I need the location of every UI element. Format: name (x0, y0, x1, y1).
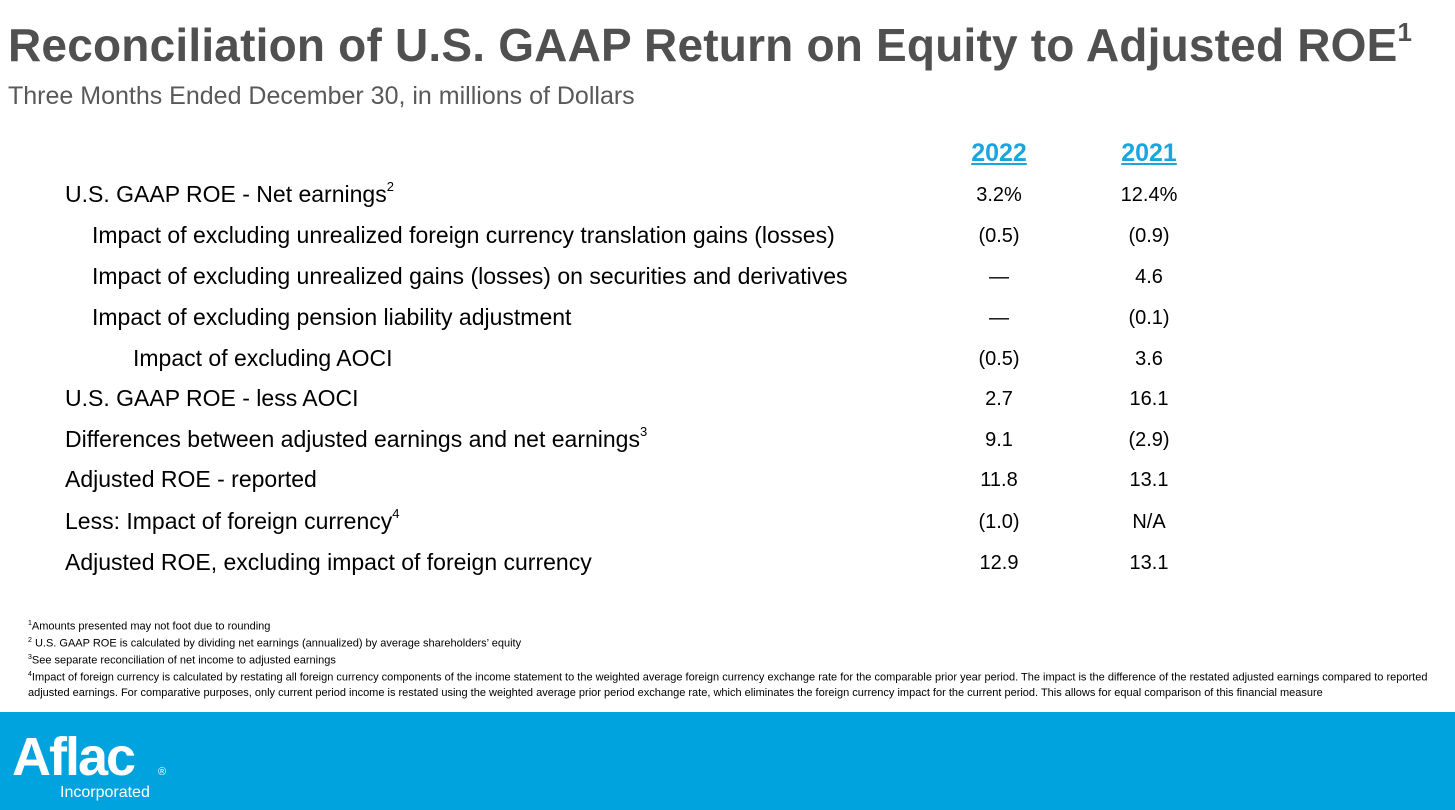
value-2021: 16.1 (1129, 388, 1169, 410)
column-header-2022: 2022 (971, 139, 1027, 167)
page-title: Reconciliation of U.S. GAAP Return on Eq… (8, 16, 1413, 72)
value-2021: (2.9) (1128, 429, 1170, 451)
footer-bar: Aflac ® Incorporated (0, 712, 1455, 810)
table-row: Impact of excluding unrealized foreign c… (0, 222, 1455, 260)
value-2021: 13.1 (1129, 552, 1169, 574)
value-2021: N/A (1132, 511, 1166, 533)
table-row: Adjusted ROE - reported 11.8 13.1 (0, 466, 1455, 504)
footnotes: 1Amounts presented may not foot due to r… (28, 617, 1428, 700)
value-2021: 3.6 (1135, 348, 1163, 370)
page-subtitle: Three Months Ended December 30, in milli… (8, 82, 635, 110)
table-row: U.S. GAAP ROE - less AOCI 2.7 16.1 (0, 385, 1455, 423)
row-label: Differences between adjusted earnings an… (65, 424, 648, 452)
value-2021: (0.1) (1128, 307, 1170, 329)
table-row: Adjusted ROE, excluding impact of foreig… (0, 549, 1455, 587)
value-2022: 11.8 (980, 469, 1018, 491)
column-header-2021: 2021 (1121, 139, 1177, 167)
value-2021: 13.1 (1129, 469, 1169, 491)
company-logo: Aflac (12, 727, 136, 787)
table-row: Impact of excluding unrealized gains (lo… (0, 263, 1455, 301)
footnote: 4Impact of foreign currency is calculate… (28, 671, 1428, 699)
row-label: Impact of excluding unrealized gains (lo… (92, 263, 848, 289)
registered-mark: ® (158, 766, 167, 778)
value-2021: 4.6 (1135, 266, 1163, 288)
table-row: U.S. GAAP ROE - Net earnings2 3.2% 12.4% (0, 179, 1455, 219)
value-2022: (0.5) (978, 225, 1020, 247)
value-2022: 3.2% (976, 184, 1022, 206)
value-2022: 12.9 (979, 552, 1019, 574)
footnote: 3See separate reconciliation of net inco… (28, 654, 336, 667)
value-2022: 2.7 (985, 388, 1013, 410)
row-label: Impact of excluding AOCI (133, 345, 393, 371)
value-2022: 9.1 (985, 429, 1013, 451)
table-row: Impact of excluding AOCI (0.5) 3.6 (0, 345, 1455, 383)
value-2021: 12.4% (1120, 184, 1178, 206)
logo-tagline: Incorporated (60, 784, 150, 801)
value-2021: (0.9) (1128, 225, 1170, 247)
value-2022: (0.5) (978, 348, 1020, 370)
row-label: U.S. GAAP ROE - Net earnings2 (65, 179, 394, 207)
row-label: Adjusted ROE, excluding impact of foreig… (65, 549, 592, 575)
value-2022: — (989, 266, 1009, 288)
value-2022: — (989, 307, 1009, 329)
row-label: Impact of excluding unrealized foreign c… (92, 222, 835, 248)
table-row: Less: Impact of foreign currency4 (1.0) … (0, 506, 1455, 546)
row-label: Less: Impact of foreign currency4 (65, 506, 400, 534)
row-label: U.S. GAAP ROE - less AOCI (65, 385, 359, 411)
page-title-text: Reconciliation of U.S. GAAP Return on Eq… (8, 19, 1398, 71)
table-row: Differences between adjusted earnings an… (0, 424, 1455, 464)
table-row: Impact of excluding pension liability ad… (0, 304, 1455, 342)
footnote: 1Amounts presented may not foot due to r… (28, 620, 271, 633)
value-2022: (1.0) (978, 511, 1020, 533)
footnote: 2 U.S. GAAP ROE is calculated by dividin… (28, 637, 522, 650)
row-label: Adjusted ROE - reported (65, 466, 317, 492)
title-footnote-marker: 1 (1397, 16, 1413, 47)
row-label: Impact of excluding pension liability ad… (92, 304, 572, 330)
